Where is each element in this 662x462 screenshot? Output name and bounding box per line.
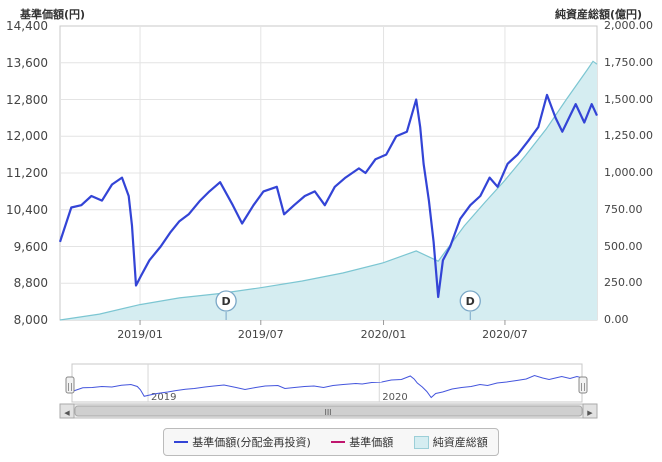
scrollbar-thumb[interactable] bbox=[74, 405, 583, 417]
legend-item-nav-reinvest[interactable]: 基準価額(分配金再投資) bbox=[174, 434, 311, 450]
right-tick-label: 1,000.00 bbox=[604, 166, 653, 179]
scrollbar-grip: III bbox=[324, 408, 331, 417]
total-assets-area bbox=[60, 61, 597, 321]
right-handle-grip: || bbox=[580, 382, 585, 391]
navigator-year-label: 2019 bbox=[151, 392, 176, 403]
legend-line-swatch bbox=[331, 441, 346, 443]
right-tick-label: 1,250.00 bbox=[604, 129, 653, 143]
legend: 基準価額(分配金再投資) 基準価額 純資産総額 bbox=[163, 428, 499, 456]
navigator-line bbox=[71, 374, 583, 399]
legend-area-swatch bbox=[413, 435, 429, 449]
left-handle-grip: || bbox=[67, 382, 72, 391]
left-tick-label: 13,600 bbox=[6, 55, 48, 70]
legend-item-total-assets[interactable]: 純資産総額 bbox=[413, 434, 488, 450]
scroll-right-button[interactable] bbox=[582, 403, 598, 419]
navigator-year-label: 2020 bbox=[382, 392, 407, 403]
x-tick-label: 2019/01 bbox=[117, 328, 163, 341]
legend-label: 基準価額(分配金再投資) bbox=[192, 436, 311, 449]
scroll-left-button[interactable] bbox=[59, 403, 75, 419]
dividend-marker bbox=[459, 290, 481, 312]
left-arrow-icon: ◀ bbox=[64, 409, 70, 417]
navigator-left-handle[interactable] bbox=[65, 376, 75, 394]
dividend-marker bbox=[215, 290, 237, 312]
legend-item-nav[interactable]: 基準価額 bbox=[331, 434, 393, 450]
x-tick-label: 2019/07 bbox=[237, 328, 284, 341]
right-arrow-icon: ▶ bbox=[587, 409, 593, 417]
left-tick-label: 12,000 bbox=[6, 129, 48, 144]
right-tick-label: 1,750.00 bbox=[604, 55, 653, 69]
navigator[interactable]: 2019 2020 || || ◀ ▶ III bbox=[0, 360, 662, 420]
nav-reinvest-line bbox=[58, 93, 598, 299]
left-axis-title: 基準価額(円) bbox=[20, 8, 86, 21]
legend-label: 純資産総額 bbox=[432, 436, 488, 449]
legend-line-swatch bbox=[174, 441, 189, 443]
navigator-right-handle[interactable] bbox=[578, 376, 588, 394]
left-tick-label: 11,200 bbox=[6, 166, 48, 180]
left-tick-label: 14,400 bbox=[6, 19, 48, 33]
left-tick-label: 10,400 bbox=[6, 202, 48, 217]
right-tick-label: 500.00 bbox=[604, 239, 643, 253]
left-tick-label: 8,800 bbox=[13, 276, 48, 291]
left-tick-label: 9,600 bbox=[13, 239, 48, 254]
right-tick-label: 250.00 bbox=[604, 276, 643, 290]
dividend-marker-label: D bbox=[466, 295, 475, 308]
left-tick-label: 12,800 bbox=[6, 92, 48, 107]
x-tick-label: 2020/01 bbox=[360, 328, 407, 341]
total-assets-line bbox=[59, 60, 598, 321]
right-tick-label: 750.00 bbox=[604, 202, 643, 216]
x-tick-label: 2020/07 bbox=[482, 328, 528, 341]
right-tick-label: 0.00 bbox=[604, 313, 629, 326]
right-tick-label: 2,000.00 bbox=[604, 19, 653, 32]
right-axis-title: 純資産総額(億円) bbox=[555, 8, 643, 21]
dividend-marker-label: D bbox=[222, 295, 231, 308]
left-tick-label: 8,000 bbox=[13, 313, 48, 327]
right-tick-label: 1,500.00 bbox=[604, 92, 653, 106]
legend-label: 基準価額 bbox=[349, 436, 394, 449]
